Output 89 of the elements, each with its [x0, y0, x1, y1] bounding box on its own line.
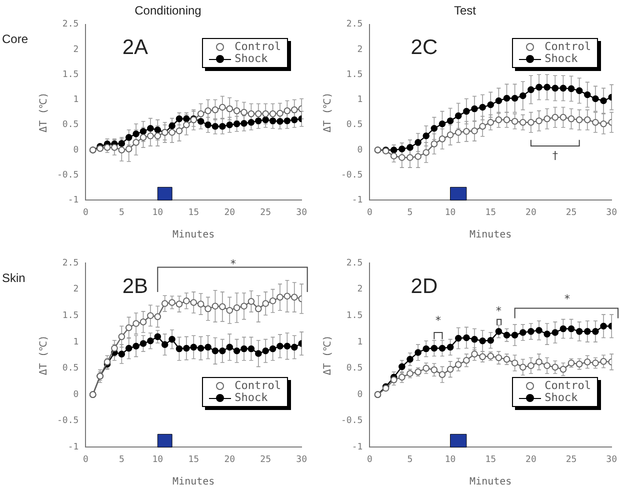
legend-label: Shock [234, 391, 268, 404]
y-tick-label: 0 [73, 390, 79, 400]
x-axis-title: Minutes [172, 230, 215, 241]
x-tick-label: 25 [260, 454, 272, 465]
y-tick-label: -1 [68, 196, 79, 206]
x-axis-title: Minutes [172, 476, 215, 488]
x-tick-label: 0 [82, 454, 88, 465]
y-tick-label: 2 [73, 284, 79, 295]
y-tick-label: 1.5 [346, 310, 363, 321]
y-tick-label: 2.5 [62, 258, 79, 268]
x-tick-label: 25 [260, 208, 272, 218]
x-tick-label: 0 [366, 454, 372, 465]
x-tick-label: 10 [152, 208, 164, 218]
x-tick-label: 0 [82, 208, 88, 218]
x-tick-label: 10 [152, 454, 164, 465]
x-tick-label: 5 [407, 454, 413, 465]
x-tick-label: 20 [224, 454, 236, 465]
y-tick-label: 1.5 [62, 310, 79, 321]
y-tick-label: 0.5 [62, 364, 79, 374]
x-tick-label: 25 [566, 208, 577, 218]
legend-label: Control [544, 40, 591, 54]
annotation: 2B [122, 274, 148, 298]
x-tick-label: 0 [366, 208, 372, 218]
y-axis-title: ΔT (℃) [322, 335, 334, 376]
legend-label: Control [544, 379, 591, 392]
x-tick-label: 20 [526, 208, 536, 218]
annotation: † [552, 148, 558, 162]
x-axis-title: Minutes [470, 476, 512, 488]
y-tick-label: -0.5 [340, 416, 363, 426]
y-tick-label: 2.5 [346, 258, 363, 268]
y-tick-label: 1 [73, 337, 79, 348]
x-tick-label: 15 [485, 454, 496, 465]
y-tick-label: 0.5 [346, 364, 363, 374]
x-tick-label: 5 [407, 208, 413, 218]
legend-label: Shock [544, 391, 578, 404]
text: Core [2, 32, 28, 46]
legend-label: Control [234, 40, 281, 54]
x-tick-label: 30 [606, 454, 618, 465]
x-tick-label: 25 [566, 454, 577, 465]
y-tick-label: 1.5 [346, 70, 363, 80]
annotation: 2C [410, 36, 438, 60]
annotation: 2A [122, 36, 148, 60]
y-tick-label: 0 [73, 145, 79, 156]
x-tick-label: 15 [188, 454, 200, 465]
x-tick-label: 30 [296, 454, 308, 465]
x-tick-label: 20 [224, 208, 236, 218]
x-tick-label: 30 [606, 208, 618, 218]
legend-label: Shock [544, 52, 578, 66]
annotation: * [230, 257, 237, 270]
y-tick-label: 1 [357, 337, 363, 348]
chart-title: Conditioning [134, 4, 202, 18]
annotation: * [495, 304, 502, 318]
x-axis-title: Minutes [470, 230, 512, 241]
y-tick-label: -0.5 [56, 416, 79, 426]
y-axis-title: ΔT (℃) [38, 92, 50, 132]
text: Skin [2, 271, 26, 286]
x-tick-label: 15 [485, 208, 496, 218]
legend-label: Control [234, 379, 281, 392]
y-tick-label: -0.5 [340, 170, 363, 180]
annotation: * [564, 292, 571, 306]
x-tick-label: 20 [526, 454, 536, 465]
x-tick-label: 5 [118, 454, 124, 465]
legend-label: Shock [234, 52, 268, 66]
y-tick-label: -0.5 [56, 170, 79, 180]
y-tick-label: 1.5 [62, 70, 79, 80]
x-tick-label: 5 [118, 208, 124, 218]
y-tick-label: 2 [357, 44, 363, 55]
annotation: 2D [410, 274, 438, 298]
y-axis-title: ΔT (℃) [38, 335, 50, 376]
y-tick-label: 2 [357, 284, 363, 295]
chart-title: Test [454, 4, 477, 18]
y-tick-label: -1 [352, 196, 363, 206]
y-tick-label: 2.5 [62, 20, 79, 30]
y-tick-label: 1 [357, 95, 363, 106]
x-tick-label: 15 [188, 208, 200, 218]
y-tick-label: 0 [357, 145, 363, 156]
y-tick-label: 0.5 [346, 120, 363, 130]
y-tick-label: -1 [68, 442, 79, 453]
y-tick-label: 2.5 [346, 20, 363, 30]
y-tick-label: 0.5 [62, 120, 79, 130]
x-tick-label: 30 [296, 208, 308, 218]
annotation: * [434, 314, 442, 327]
y-tick-label: 0 [357, 390, 363, 400]
y-tick-label: -1 [352, 442, 363, 453]
y-tick-label: 1 [73, 95, 79, 106]
x-tick-label: 10 [444, 454, 456, 465]
y-axis-title: ΔT (℃) [322, 92, 334, 132]
y-tick-label: 2 [73, 44, 79, 55]
x-tick-label: 10 [444, 208, 456, 218]
